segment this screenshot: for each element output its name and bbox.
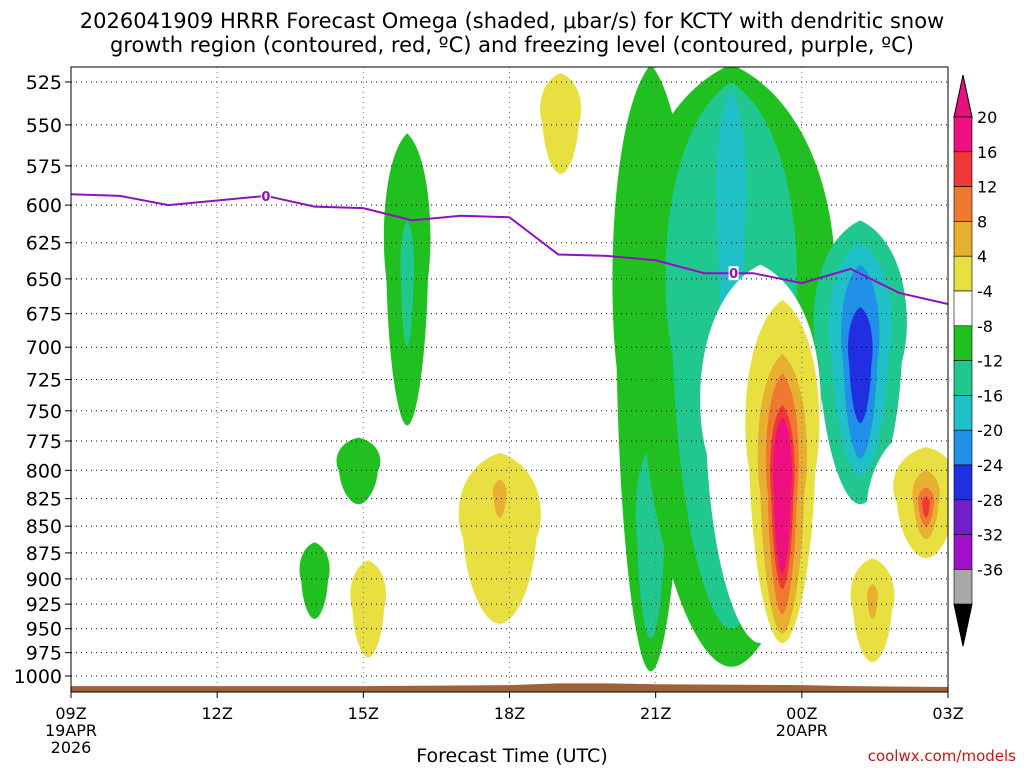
- x-tick-label-03Z: 03Z: [932, 704, 963, 723]
- omega-shading: [299, 67, 948, 676]
- y-tick-label-550: 550: [26, 115, 62, 137]
- freezing-level-label: 0: [261, 190, 270, 205]
- omega-region-9-level-4: [772, 416, 792, 574]
- colorbar-label-5: -4: [977, 282, 993, 301]
- x-axis-title: Forecast Time (UTC): [0, 745, 1024, 767]
- y-tick-label-925: 925: [26, 594, 62, 616]
- colorbar-label-2: 12: [977, 178, 997, 197]
- y-tick-label-775: 775: [26, 431, 62, 453]
- y-tick-label-725: 725: [26, 370, 62, 392]
- colorbar-label-4: 4: [977, 247, 987, 266]
- y-tick-label-600: 600: [26, 195, 62, 217]
- colorbar-swatch-0: [953, 116, 973, 153]
- x-tick-label-00Z: 00Z: [786, 704, 817, 723]
- y-tick-label-700: 700: [26, 337, 62, 359]
- colorbar-top-arrow: [953, 74, 973, 118]
- colorbar-label-13: -36: [977, 560, 1003, 579]
- x-tick-label-09Z: 09Z: [55, 704, 86, 723]
- y-tick-label-675: 675: [26, 304, 62, 326]
- y-tick-label-825: 825: [26, 489, 62, 511]
- colorbar-swatch-13: [953, 569, 973, 605]
- colorbar-label-6: -8: [977, 317, 993, 336]
- colorbar-swatch-3: [953, 221, 973, 257]
- y-tick-label-650: 650: [26, 269, 62, 291]
- omega-region-13-level-1: [866, 583, 878, 619]
- colorbar-swatch-10: [953, 464, 973, 501]
- freezing-level-label: 0: [729, 267, 738, 282]
- y-tick-label-800: 800: [26, 460, 62, 482]
- omega-region-2-level-0: [299, 542, 330, 619]
- colorbar: 20 16 12 8 4 -4 -8 -12 -16 -20 -24 -28 -32 -36: [953, 74, 1003, 647]
- grid-lines: [70, 67, 949, 692]
- omega-region-4-level-1: [492, 479, 507, 518]
- y-axis: 525 550 575 600 625 650 675 700 725 750 775 800 825 8…: [14, 72, 71, 688]
- colorbar-swatch-2: [953, 186, 973, 222]
- x-tick-label-15Z: 15Z: [348, 704, 379, 723]
- omega-region-12-level-3: [922, 496, 930, 518]
- freezing-level-layer: 00: [71, 188, 948, 306]
- colorbar-label-11: -28: [977, 491, 1003, 510]
- y-tick-label-900: 900: [26, 569, 62, 591]
- freezing-label-bg: [260, 188, 271, 203]
- colorbar-swatch-8: [953, 395, 973, 431]
- colorbar-label-0: 20: [977, 108, 997, 127]
- x-tick-date-09Z: 19APR: [45, 721, 97, 740]
- y-tick-label-525: 525: [26, 72, 62, 94]
- omega-region-10-level-3: [847, 306, 873, 424]
- omega-region-1-level-0: [336, 437, 381, 505]
- y-tick-label-750: 750: [26, 401, 62, 423]
- x-axis-title-text: Forecast Time (UTC): [416, 745, 608, 767]
- colorbar-swatch-11: [953, 499, 973, 535]
- y-tick-label-975: 975: [26, 643, 62, 665]
- credit-text[interactable]: coolwx.com/models: [867, 747, 1016, 765]
- colorbar-label-7: -12: [977, 352, 1003, 371]
- chart-title-line2: growth region (contoured, red, ºC) and f…: [110, 33, 914, 57]
- terrain-layer: [71, 683, 948, 692]
- chart-title-line1: 2026041909 HRRR Forecast Omega (shaded, …: [79, 9, 945, 33]
- colorbar-label-1: 16: [977, 143, 997, 162]
- colorbar-swatch-1: [953, 151, 973, 187]
- colorbar-label-9: -20: [977, 421, 1003, 440]
- x-tick-label-18Z: 18Z: [494, 704, 525, 723]
- colorbar-swatch-12: [953, 534, 973, 570]
- y-tick-label-850: 850: [26, 516, 62, 538]
- freezing-label-bg: [728, 266, 739, 281]
- x-tick-date-00Z: 20APR: [776, 721, 828, 740]
- freezing-level-line: [71, 193, 948, 306]
- colorbar-swatch-6: [953, 325, 973, 361]
- colorbar-swatch-7: [953, 360, 973, 396]
- y-tick-label-1000: 1000: [14, 666, 62, 688]
- colorbar-label-8: -16: [977, 386, 1003, 405]
- y-tick-label-575: 575: [26, 156, 62, 178]
- colorbar-label-3: 8: [977, 212, 987, 231]
- omega-region-0-level-1: [400, 220, 415, 348]
- colorbar-swatch-9: [953, 429, 973, 466]
- terrain-fill: [71, 683, 948, 692]
- x-tick-label-21Z: 21Z: [640, 704, 671, 723]
- colorbar-label-10: -24: [977, 456, 1003, 475]
- omega-region-5-level-0: [540, 73, 582, 174]
- y-tick-label-625: 625: [26, 233, 62, 255]
- x-tick-label-12Z: 12Z: [202, 704, 233, 723]
- x-tick-year-09Z: 2026: [51, 738, 92, 757]
- omega-region-4-level-0: [458, 452, 541, 624]
- y-tick-label-875: 875: [26, 543, 62, 565]
- colorbar-swatch-4: [953, 255, 973, 292]
- colorbar-bottom-arrow: [953, 603, 973, 647]
- colorbar-swatch-5: [953, 290, 973, 327]
- y-tick-label-950: 950: [26, 619, 62, 641]
- omega-region-3-level-0: [350, 560, 387, 658]
- colorbar-label-12: -32: [977, 526, 1003, 545]
